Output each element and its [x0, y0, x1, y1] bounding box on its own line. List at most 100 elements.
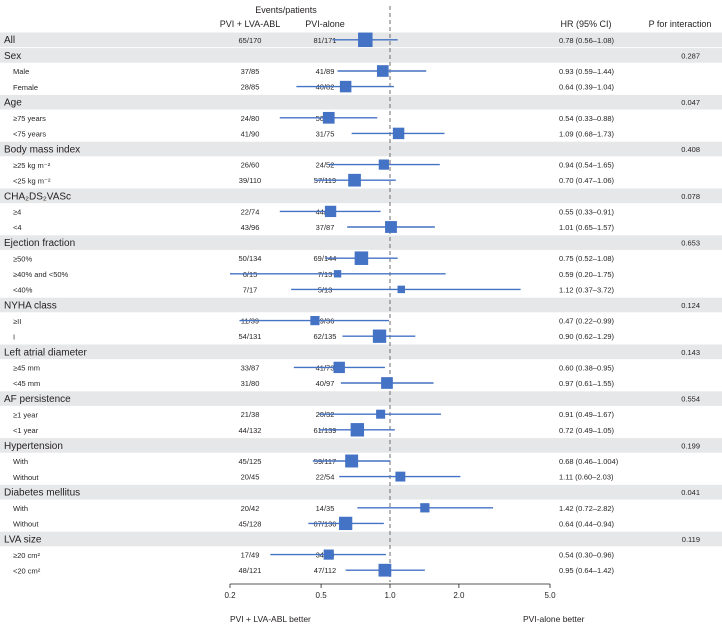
x-tick-label: 2.0 [453, 591, 465, 600]
hr-ci-value: 0.95 (0.64–1.42) [559, 566, 615, 575]
group-label: Sex [4, 51, 21, 62]
table-rows: All 65/170 81/171 0.78 (0.56–1.08) Sex 0.287 M… [4, 32, 700, 577]
group-label: AF persistence [4, 394, 71, 405]
hr-header: HR (95% CI) [560, 19, 611, 29]
hr-ci-value: 0.94 (0.54–1.65) [559, 161, 615, 170]
x-tick-label: 0.5 [316, 591, 328, 600]
hr-ci-value: 0.75 (0.52–1.08) [559, 254, 615, 263]
arm1-events: 37/85 [241, 67, 260, 76]
hr-ci-value: 0.64 (0.39–1.04) [559, 83, 615, 92]
row-band [0, 235, 722, 250]
p-interaction-value: 0.653 [681, 239, 700, 248]
group-label: Left atrial diameter [4, 347, 87, 358]
hr-ci-value: 1.09 (0.68–1.73) [559, 129, 615, 138]
group-label: Hypertension [4, 441, 63, 452]
hr-point-marker [333, 361, 345, 374]
hr-point-marker [378, 159, 389, 170]
arm2-events: 40/97 [316, 379, 335, 388]
hr-ci-value: 0.60 (0.38–0.95) [559, 363, 615, 372]
hr-point-marker [339, 80, 352, 93]
hr-ci-value: 0.64 (0.44–0.94) [559, 519, 615, 528]
hr-point-marker [372, 329, 387, 343]
hr-point-marker [358, 32, 373, 48]
subgroup-label: <75 years [13, 130, 46, 139]
p-interaction-value: 0.199 [681, 441, 700, 450]
x-tick-label: 5.0 [544, 591, 556, 600]
arm2-header: PVI-alone [305, 19, 345, 29]
arm1-events: 65/170 [239, 36, 262, 45]
row-band [0, 484, 722, 500]
hr-point-marker [333, 270, 342, 278]
subgroup-label: I [13, 332, 15, 341]
arm2-events: 24/52 [316, 161, 335, 170]
arm1-events: 33/87 [241, 363, 260, 372]
hr-ci-value: 0.68 (0.46–1.004) [559, 457, 619, 466]
subgroup-label: <1 year [13, 426, 39, 435]
hr-point-marker [378, 563, 392, 577]
hr-ci-value: 0.72 (0.49–1.05) [559, 426, 615, 435]
hr-ci-value: 0.55 (0.33–0.91) [559, 207, 615, 216]
p-interaction-value: 0.287 [681, 51, 700, 60]
subgroup-label: <20 cm² [13, 566, 41, 575]
overall-label: All [4, 35, 15, 46]
arm1-events: 7/17 [243, 285, 258, 294]
row-band [0, 188, 722, 204]
hr-point-marker [338, 516, 353, 531]
hr-ci-value: 0.54 (0.30–0.96) [559, 551, 615, 560]
subgroup-label: ≥50% [13, 254, 32, 263]
hr-point-marker [395, 471, 406, 482]
hr-point-marker [323, 549, 334, 560]
row-band [0, 141, 722, 157]
row-band [0, 94, 722, 110]
row-band [0, 297, 722, 313]
arm2-events: 22/54 [316, 473, 335, 482]
hr-ci-value: 0.93 (0.59–1.44) [559, 67, 615, 76]
arm2-events: 47/112 [314, 566, 336, 575]
hr-point-marker [376, 409, 386, 419]
p-interaction-value: 0.408 [681, 145, 700, 154]
p-interaction-value: 0.124 [681, 301, 700, 310]
arm1-events: 43/96 [241, 223, 260, 232]
arm1-events: 48/121 [239, 566, 262, 575]
x-tick-label: 0.2 [224, 591, 236, 600]
hr-ci-value: 0.78 (0.56–1.08) [559, 36, 615, 45]
arm1-header: PVI + LVA-ABL [220, 19, 280, 29]
subgroup-label: <4 [13, 223, 22, 232]
p-interaction-value: 0.119 [682, 535, 700, 544]
favours-pvi-label: PVI-alone better [523, 614, 585, 624]
subgroup-label: With [13, 457, 28, 466]
column-headers: Events/patients PVI + LVA-ABL PVI-alone … [220, 5, 712, 29]
arm2-events: 31/75 [316, 129, 335, 138]
group-label: Ejection fraction [4, 238, 75, 249]
hr-point-marker [385, 221, 397, 233]
subgroup-label: ≥75 years [13, 114, 46, 123]
arm2-events: 62/135 [314, 332, 337, 341]
subgroup-label: ≥4 [13, 208, 21, 217]
p-interaction-value: 0.143 [681, 348, 700, 357]
hr-point-marker [354, 251, 369, 265]
subgroup-label: ≥45 mm [13, 364, 40, 373]
x-axis: 0.2 0.5 1.0 2.0 5.0 [224, 583, 556, 600]
row-band [0, 344, 722, 360]
p-interaction-value: 0.047 [681, 98, 700, 107]
arm1-events: 28/85 [241, 83, 260, 92]
subgroup-label: ≥1 year [13, 410, 38, 419]
subgroup-label: <45 mm [13, 379, 40, 388]
hr-point-marker [345, 454, 359, 468]
group-label: Body mass index [4, 145, 80, 156]
group-label: Diabetes mellitus [4, 488, 80, 499]
hr-point-marker [322, 111, 335, 124]
subgroup-label: <25 kg m⁻² [13, 176, 51, 185]
hr-ci-value: 1.12 (0.37–3.72) [559, 285, 615, 294]
arm1-events: 41/90 [241, 129, 260, 138]
hr-ci-value: 0.90 (0.62–1.29) [559, 332, 615, 341]
arm1-events: 45/125 [239, 457, 262, 466]
subgroup-label: Without [13, 473, 39, 482]
hr-ci-value: 1.42 (0.72–2.82) [559, 504, 615, 513]
hr-ci-value: 0.47 (0.22–0.99) [559, 317, 615, 326]
hr-ci-value: 0.91 (0.49–1.67) [559, 410, 615, 419]
arm1-events: 20/42 [241, 504, 260, 513]
axis-footer: PVI + LVA-ABL better PVI-alone better [230, 614, 585, 624]
subgroup-label: ≥20 cm² [13, 551, 41, 560]
